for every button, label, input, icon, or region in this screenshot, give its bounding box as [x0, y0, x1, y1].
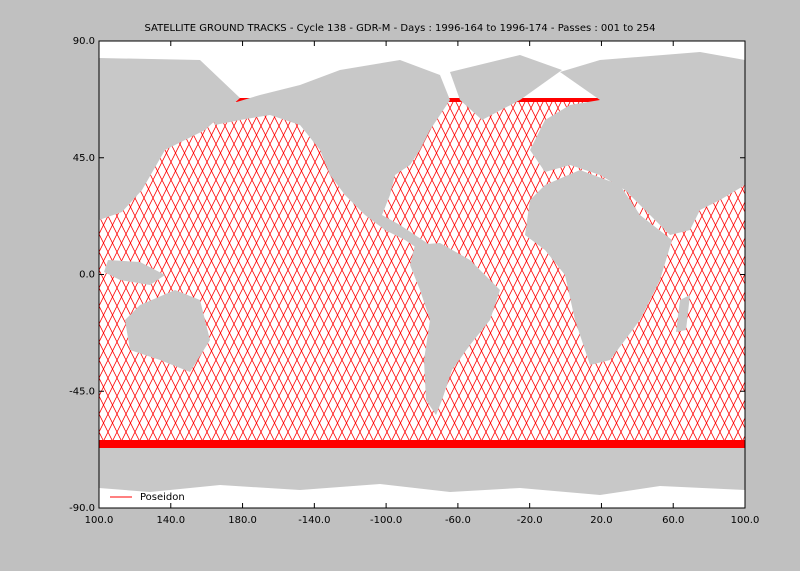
antarctica: [99, 448, 745, 495]
x-tick-label: -140.0: [298, 515, 330, 526]
east-asia: [99, 58, 240, 220]
y-tick-label: 90.0: [73, 36, 95, 47]
land: [99, 52, 745, 495]
x-tick-label: 20.0: [590, 515, 612, 526]
chart-title: SATELLITE GROUND TRACKS - Cycle 138 - GD…: [144, 23, 655, 34]
africa: [525, 170, 672, 365]
map: [99, 52, 745, 495]
y-tick-label: -90.0: [69, 503, 95, 514]
madagascar: [676, 295, 690, 332]
north-america: [210, 60, 450, 250]
x-tick-label: -60.0: [445, 515, 471, 526]
x-tick-label: 140.0: [156, 515, 185, 526]
eurasia: [530, 52, 745, 235]
x-tick-label: 60.0: [662, 515, 684, 526]
x-tick-label: -20.0: [517, 515, 543, 526]
x-tick-label: 180.0: [228, 515, 257, 526]
south-america: [410, 243, 500, 415]
australia: [125, 290, 210, 372]
y-tick-label: -45.0: [69, 386, 95, 397]
indonesia: [104, 260, 165, 285]
y-tick-label: 45.0: [73, 153, 95, 164]
y-tick-label: 0.0: [79, 270, 95, 281]
track-limit-south: [99, 440, 745, 448]
x-tick-label: -100.0: [370, 515, 402, 526]
x-tick-label: 100.0: [85, 515, 114, 526]
legend: Poseidon: [110, 492, 185, 503]
legend-label: Poseidon: [140, 492, 185, 503]
x-tick-label: 100.0: [731, 515, 760, 526]
axes: 100.0 140.0 180.0 -140.0 -100.0 -60.0 -20.0 20.…: [69, 36, 759, 526]
greenland: [450, 55, 562, 120]
